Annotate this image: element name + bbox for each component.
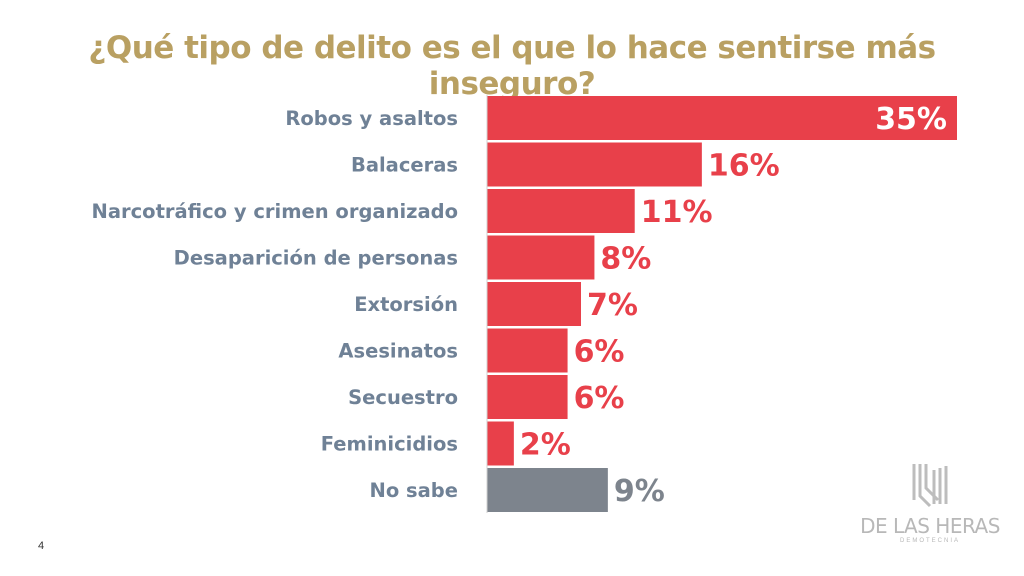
logo-name: DE LAS HERAS	[860, 514, 1000, 538]
value-label: 2%	[520, 428, 571, 463]
category-label: Feminicidios	[321, 433, 458, 456]
category-label: No sabe	[370, 479, 458, 502]
bar	[487, 375, 568, 419]
value-label: 6%	[574, 335, 625, 370]
logo: DE LAS HERAS DEMOTECNIA	[860, 460, 1000, 544]
value-label: 11%	[641, 195, 713, 230]
category-label: Secuestro	[348, 386, 458, 409]
page-number: 4	[38, 540, 45, 552]
chart-title: ¿Qué tipo de delito es el que lo hace se…	[88, 30, 936, 102]
value-label: 8%	[600, 242, 651, 277]
value-label: 16%	[708, 149, 780, 184]
value-label: 7%	[587, 288, 638, 323]
bar	[487, 189, 635, 233]
category-label: Desaparición de personas	[174, 247, 458, 270]
value-label: 9%	[614, 474, 665, 509]
category-label: Asesinatos	[338, 340, 458, 363]
bar	[487, 328, 568, 373]
logo-mark-icon	[912, 464, 948, 508]
value-label: 35%	[875, 102, 947, 137]
category-label: Robos y asaltos	[285, 107, 458, 130]
bar	[487, 142, 702, 187]
category-label: Balaceras	[351, 154, 458, 177]
category-label: Extorsión	[354, 293, 458, 316]
value-label: 6%	[574, 381, 625, 416]
bar	[487, 421, 514, 466]
category-label: Narcotráfico y crimen organizado	[92, 200, 458, 223]
bar	[487, 468, 608, 512]
bar	[487, 96, 957, 140]
bar	[487, 235, 595, 280]
logo-subtitle: DEMOTECNIA	[899, 538, 960, 544]
bar	[487, 282, 581, 326]
